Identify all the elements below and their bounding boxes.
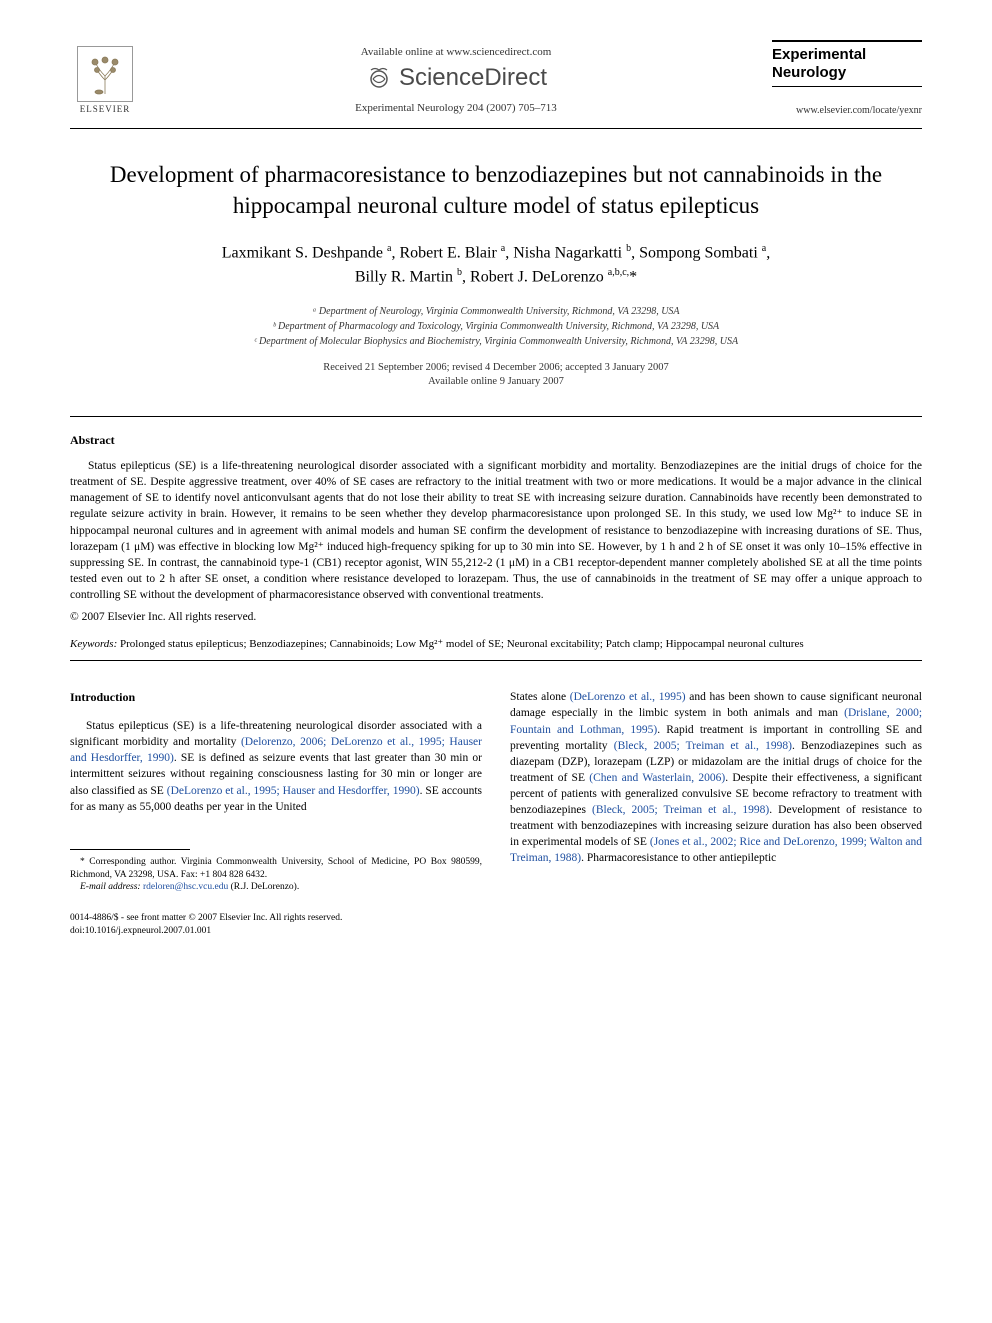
article-dates: Received 21 September 2006; revised 4 De…: [70, 361, 922, 390]
elsevier-logo: ELSEVIER: [70, 40, 140, 120]
journal-url: www.elsevier.com/locate/yexnr: [772, 105, 922, 116]
column-left: Introduction Status epilepticus (SE) is …: [70, 689, 482, 894]
abstract-top-rule: [70, 416, 922, 417]
abstract-copyright: © 2007 Elsevier Inc. All rights reserved…: [70, 611, 922, 623]
journal-box: Experimental Neurology www.elsevier.com/…: [772, 40, 922, 116]
keywords: Keywords: Prolonged status epilepticus; …: [70, 637, 922, 652]
center-header: Available online at www.sciencedirect.co…: [140, 40, 772, 114]
keywords-label: Keywords:: [70, 638, 117, 650]
email-label: E-mail address:: [80, 882, 141, 892]
intro-r-7: . Pharmacoresistance to other antiepilep…: [581, 852, 776, 864]
sciencedirect-text: ScienceDirect: [399, 64, 547, 92]
column-right: States alone (DeLorenzo et al., 1995) an…: [510, 689, 922, 894]
email-link[interactable]: rdeloren@hsc.vcu.edu: [141, 882, 231, 892]
abstract-heading: Abstract: [70, 433, 922, 448]
journal-name-line1: Experimental: [772, 46, 866, 63]
citation-link[interactable]: (Bleck, 2005; Treiman et al., 1998): [592, 804, 769, 816]
received-revised-accepted: Received 21 September 2006; revised 4 De…: [70, 361, 922, 376]
abstract-bottom-rule: [70, 660, 922, 661]
intro-paragraph-right: States alone (DeLorenzo et al., 1995) an…: [510, 689, 922, 866]
intro-r-1: States alone: [510, 691, 570, 703]
affiliations: ᵃ Department of Neurology, Virginia Comm…: [70, 304, 922, 349]
citation-link[interactable]: (Bleck, 2005; Treiman et al., 1998): [614, 740, 792, 752]
affiliation-a: ᵃ Department of Neurology, Virginia Comm…: [70, 304, 922, 319]
journal-reference: Experimental Neurology 204 (2007) 705–71…: [140, 102, 772, 114]
elsevier-tree-icon: [77, 46, 133, 102]
available-online-text: Available online at www.sciencedirect.co…: [140, 46, 772, 58]
corresponding-author-footnote: * Corresponding author. Virginia Commonw…: [70, 856, 482, 894]
doi-line: doi:10.1016/j.expneurol.2007.01.001: [70, 925, 922, 938]
authors-list: Laxmikant S. Deshpande a, Robert E. Blai…: [70, 241, 922, 290]
front-matter-line: 0014-4886/$ - see front matter © 2007 El…: [70, 912, 922, 925]
citation-link[interactable]: (Chen and Wasterlain, 2006): [589, 772, 725, 784]
footnote-rule: [70, 849, 190, 850]
elsevier-name: ELSEVIER: [80, 104, 131, 114]
body-columns: Introduction Status epilepticus (SE) is …: [70, 689, 922, 894]
introduction-heading: Introduction: [70, 689, 482, 706]
header-divider: [70, 128, 922, 129]
abstract-text: Status epilepticus (SE) is a life-threat…: [70, 460, 922, 601]
affiliation-b: ᵇ Department of Pharmacology and Toxicol…: [70, 319, 922, 334]
page-header: ELSEVIER Available online at www.science…: [70, 40, 922, 120]
abstract-body: Status epilepticus (SE) is a life-threat…: [70, 458, 922, 603]
intro-paragraph-left: Status epilepticus (SE) is a life-threat…: [70, 718, 482, 815]
journal-name: Experimental Neurology: [772, 40, 922, 87]
footnote-corresponding: * Corresponding author. Virginia Commonw…: [70, 856, 482, 882]
citation-link[interactable]: (DeLorenzo et al., 1995): [570, 691, 686, 703]
citation-link[interactable]: (DeLorenzo et al., 1995; Hauser and Hesd…: [167, 785, 420, 797]
article-title: Development of pharmacoresistance to ben…: [70, 159, 922, 221]
sciencedirect-brand: ScienceDirect: [140, 64, 772, 92]
journal-name-line2: Neurology: [772, 64, 846, 81]
keywords-text: Prolonged status epilepticus; Benzodiaze…: [117, 638, 803, 650]
affiliation-c: ᶜ Department of Molecular Biophysics and…: [70, 334, 922, 349]
footnote-email-line: E-mail address: rdeloren@hsc.vcu.edu (R.…: [70, 881, 482, 894]
sciencedirect-icon: [365, 64, 393, 92]
page-footer: 0014-4886/$ - see front matter © 2007 El…: [70, 912, 922, 938]
email-author: (R.J. DeLorenzo).: [231, 882, 300, 892]
available-online-date: Available online 9 January 2007: [70, 375, 922, 390]
